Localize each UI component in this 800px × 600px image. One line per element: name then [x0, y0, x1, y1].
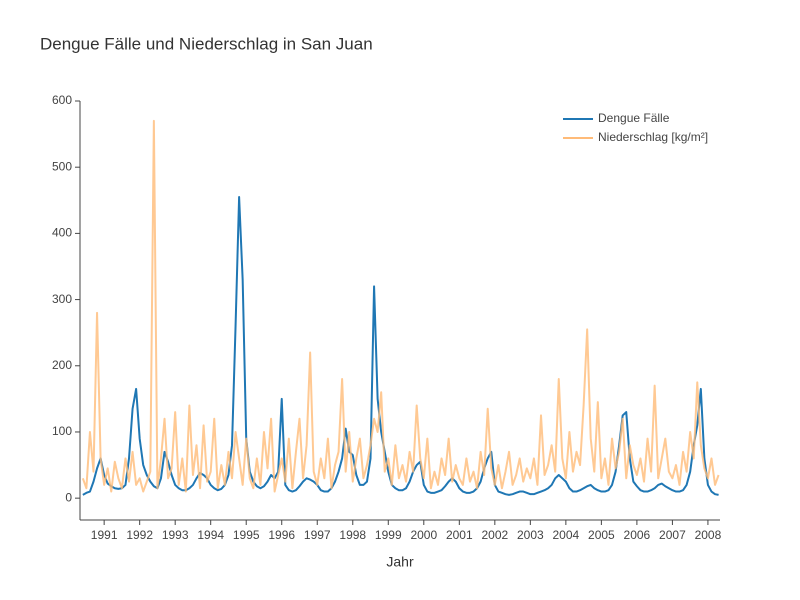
- x-tick-label: 1995: [233, 528, 260, 542]
- x-tick-label: 2002: [481, 528, 508, 542]
- x-tick-label: 1993: [162, 528, 189, 542]
- y-tick-label: 600: [52, 93, 72, 107]
- x-tick-label: 1997: [304, 528, 331, 542]
- x-tick-label: 1996: [268, 528, 295, 542]
- x-tick-label: 1994: [197, 528, 224, 542]
- y-tick-label: 100: [52, 424, 72, 438]
- y-tick-label: 0: [65, 490, 72, 504]
- x-tick-label: 2003: [517, 528, 544, 542]
- x-axis-title: Jahr: [386, 554, 414, 570]
- legend-label: Niederschlag [kg/m²]: [598, 130, 708, 144]
- y-tick-label: 200: [52, 358, 72, 372]
- x-tick-label: 1999: [375, 528, 402, 542]
- x-tick-label: 2000: [410, 528, 437, 542]
- series-line: [81, 119, 720, 493]
- y-tick-label: 400: [52, 226, 72, 240]
- legend-label: Dengue Fälle: [598, 111, 670, 125]
- series-line: [82, 195, 719, 496]
- x-tick-label: 2007: [659, 528, 686, 542]
- x-tick-label: 2008: [695, 528, 722, 542]
- x-tick-label: 2001: [446, 528, 473, 542]
- x-tick-label: 1998: [339, 528, 366, 542]
- x-tick-label: 1992: [126, 528, 153, 542]
- y-tick-label: 500: [52, 159, 72, 173]
- x-tick-label: 2006: [624, 528, 651, 542]
- y-tick-label: 300: [52, 292, 72, 306]
- x-tick-label: 2005: [588, 528, 615, 542]
- chart-title: Dengue Fälle und Niederschlag in San Jua…: [40, 34, 373, 53]
- x-tick-label: 1991: [91, 528, 118, 542]
- x-tick-label: 2004: [553, 528, 580, 542]
